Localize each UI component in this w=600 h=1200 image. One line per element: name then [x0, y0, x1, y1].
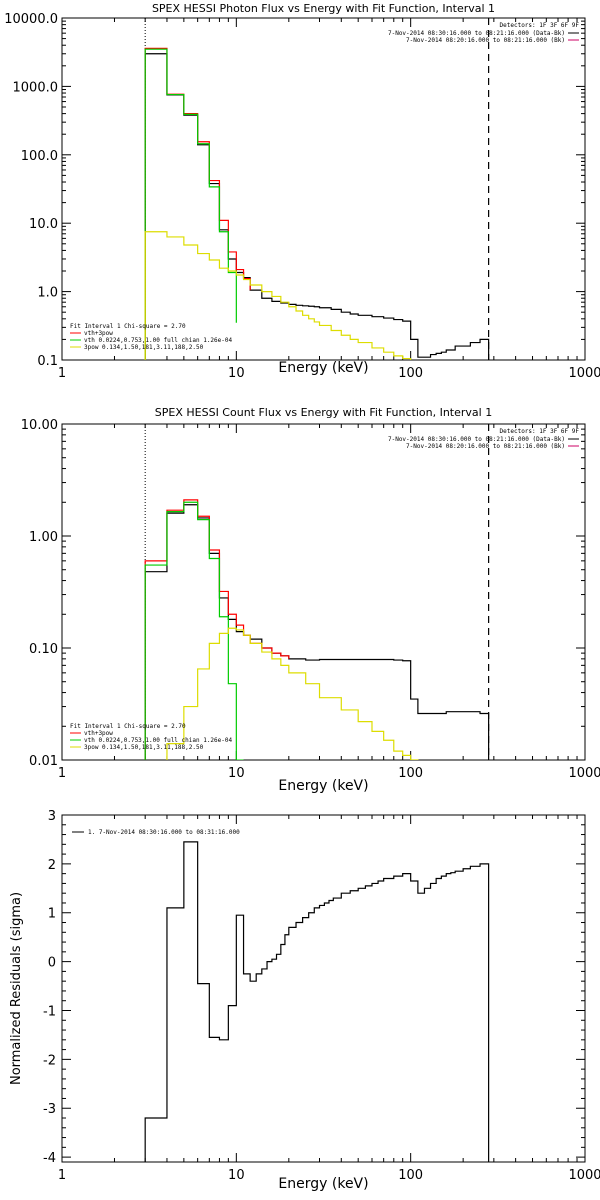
- chart1-ytick-label: 10.00: [21, 418, 58, 433]
- chart2-ytick-label: -3: [43, 1102, 56, 1117]
- chart1-legend-entry: 7-Nov-2014 08:20:16.000 to 08:21:16.000 …: [406, 443, 565, 450]
- chart2-ytick-label: 0: [48, 956, 56, 971]
- chart2-ytick-label: -2: [43, 1053, 56, 1068]
- chart0-ytick-label: 0.1: [37, 354, 58, 369]
- chart0-xtick-label: 100: [398, 366, 423, 381]
- chart1-title: SPEX HESSI Count Flux vs Energy with Fit…: [155, 406, 492, 419]
- chart2-plot-frame: [61, 814, 586, 1163]
- chart0-ytick-label: 10000.0: [4, 12, 58, 27]
- chart2-xtick-label: 100: [398, 1168, 423, 1183]
- chart0-series-1-line: [144, 47, 251, 360]
- chart2-ytick-label: 2: [48, 858, 56, 873]
- chart0-series-0-line: [144, 53, 490, 360]
- chart1-fit-legend-entry: vth+3pow: [84, 730, 113, 737]
- chart1-fit-legend-entry: Fit Interval 1 Chi-square = 2.70: [70, 723, 186, 730]
- chart1-ytick-label: 1.00: [29, 530, 58, 545]
- chart1-xtick-label: 1000: [568, 766, 600, 781]
- chart0-fit-legend-entry: vth+3pow: [84, 330, 113, 337]
- chart0-legend-entry: 7-Nov-2014 08:20:16.000 to 08:21:16.000 …: [406, 37, 565, 44]
- chart2-x-axis-label: Energy (keV): [278, 1176, 368, 1192]
- chart0-series-2-line: [144, 48, 237, 360]
- chart1-xtick-label: 100: [398, 766, 423, 781]
- chart1-xtick-label: 10: [228, 766, 245, 781]
- chart0-fit-legend-entry: Fit Interval 1 Chi-square = 2.70: [70, 323, 186, 330]
- chart1-plot-frame: [61, 423, 586, 761]
- chart0-plot-frame: [61, 17, 586, 361]
- chart1-series-0-line: [144, 504, 490, 760]
- chart2-ytick-label: -4: [43, 1151, 56, 1166]
- chart0-x-axis-label: Energy (keV): [278, 360, 368, 376]
- chart1-series-3-line: [166, 627, 419, 760]
- chart0-ytick-label: 100.0: [21, 149, 58, 164]
- chart0-legend-entry: 7-Nov-2014 08:30:16.000 to 08:21:16.000 …: [388, 30, 565, 37]
- chart0-fit-legend-entry: vth 0.0224,0.753,1.00 full chian 1.26e-0…: [84, 337, 232, 344]
- chart2-ytick-label: 1: [48, 907, 56, 922]
- chart2-y-axis-label: Normalized Residuals (sigma): [9, 892, 24, 1085]
- chart1-fit-legend-entry: vth 0.0224,0.753,1.00 full chian 1.26e-0…: [84, 737, 232, 744]
- chart0-series-3-line: [144, 231, 412, 360]
- chart1-series-2-line: [144, 501, 244, 760]
- chart0-ytick-label: 10.0: [29, 217, 58, 232]
- chart2-legend-entry: 1. 7-Nov-2014 08:30:16.000 to 08:31:16.0…: [88, 829, 240, 836]
- chart2-xtick-label: 1000: [568, 1168, 600, 1183]
- chart0-xtick-label: 1: [58, 366, 66, 381]
- chart2-ytick-label: 3: [48, 809, 56, 824]
- chart0-xtick-label: 10: [228, 366, 245, 381]
- chart1-xtick-label: 1: [58, 766, 66, 781]
- chart1-ytick-label: 0.10: [29, 642, 58, 657]
- chart0-xtick-label: 1000: [568, 366, 600, 381]
- chart0-fit-legend-entry: 3pow 0.134,1.50,181,3.11,188,2.50: [84, 344, 204, 351]
- chart0-ytick-label: 1.0: [37, 286, 58, 301]
- chart1-ytick-label: 0.01: [29, 754, 58, 769]
- chart2-series-0-line: [144, 841, 490, 1162]
- chart1-fit-legend-entry: 3pow 0.134,1.50,181,3.11,188,2.50: [84, 744, 204, 751]
- chart1-x-axis-label: Energy (keV): [278, 778, 368, 794]
- chart2-xtick-label: 10: [228, 1168, 245, 1183]
- chart0-title: SPEX HESSI Photon Flux vs Energy with Fi…: [152, 2, 495, 15]
- chart1-legend-title: Detectors: 1F 3F 6F 9F: [500, 428, 580, 435]
- chart2-xtick-label: 1: [58, 1168, 66, 1183]
- chart2-ytick-label: -1: [43, 1004, 56, 1019]
- chart0-ytick-label: 1000.0: [13, 80, 59, 95]
- chart0-legend-title: Detectors: 1F 3F 6F 9F: [500, 22, 580, 29]
- chart1-legend-entry: 7-Nov-2014 08:30:16.000 to 08:21:16.000 …: [388, 436, 565, 443]
